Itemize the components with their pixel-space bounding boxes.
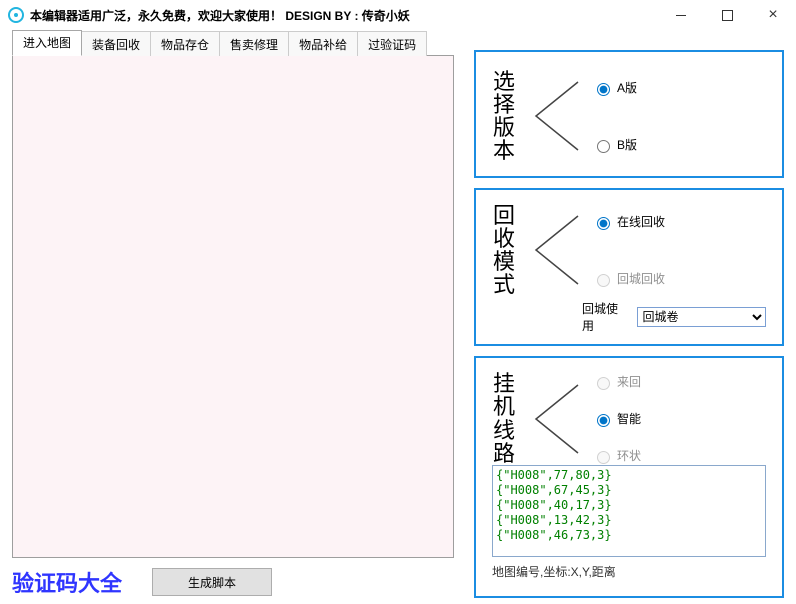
panel-version-title: 选择版本 [492,70,516,162]
generate-script-button[interactable]: 生成脚本 [152,568,272,596]
maximize-button[interactable] [704,0,750,30]
tab-2[interactable]: 物品存仓 [150,31,220,56]
recycle-select-row: 回城使用 回城卷 [492,296,766,334]
route-option-2: 环状 [592,447,641,464]
version-radio-0[interactable] [597,83,610,96]
right-column: 选择版本 A版 B版 回收模式 在线回收回城回收 回城使用 回城卷 [474,30,784,598]
panel-route: 挂机线路 来回智能环状 {"H008",77,80,3} {"H008",67,… [474,356,784,598]
tab-5[interactable]: 过验证码 [357,31,427,56]
version-label-0: A版 [617,79,637,96]
route-radio-group: 来回智能环状 [592,373,641,464]
version-label-1: B版 [617,136,637,153]
recycle-option-1: 回城回收 [592,270,665,287]
recycle-select-label: 回城使用 [582,300,629,334]
less-than-icon [526,379,582,459]
less-than-icon [526,76,582,156]
less-than-icon [526,210,582,290]
route-radio-1[interactable] [597,414,610,427]
window-title: 本编辑器适用广泛，永久免费，欢迎大家使用！ DESIGN BY : 传奇小妖 [30,7,410,24]
version-radio-group: A版 B版 [592,79,637,153]
recycle-radio-group: 在线回收回城回收 [592,213,665,287]
window-controls: × [658,0,796,30]
left-column: 进入地图装备回收物品存仓售卖修理物品补给过验证码 验证码大全 生成脚本 [12,30,454,598]
titlebar: 本编辑器适用广泛，永久免费，欢迎大家使用！ DESIGN BY : 传奇小妖 × [0,0,796,30]
recycle-label-0: 在线回收 [617,213,665,230]
panel-recycle-title: 回收模式 [492,204,516,296]
version-radio-1[interactable] [597,140,610,153]
recycle-radio-1 [597,274,610,287]
recycle-select[interactable]: 回城卷 [637,307,766,327]
minimize-button[interactable] [658,0,704,30]
coords-hint: 地图编号,坐标:X,Y,距离 [492,563,766,580]
route-label-1: 智能 [617,410,641,427]
recycle-label-1: 回城回收 [617,270,665,287]
panel-route-title: 挂机线路 [492,372,516,464]
route-label-2: 环状 [617,447,641,464]
tab-bar: 进入地图装备回收物品存仓售卖修理物品补给过验证码 [12,30,454,55]
coords-textarea[interactable]: {"H008",77,80,3} {"H008",67,45,3} {"H008… [492,465,766,557]
tab-4[interactable]: 物品补给 [288,31,358,56]
route-option-0: 来回 [592,373,641,390]
recycle-radio-0[interactable] [597,217,610,230]
route-option-1[interactable]: 智能 [592,410,641,427]
tab-1[interactable]: 装备回收 [81,31,151,56]
editor-area[interactable] [12,55,454,558]
panel-recycle: 回收模式 在线回收回城回收 回城使用 回城卷 [474,188,784,346]
app-icon [8,7,24,23]
panel-version: 选择版本 A版 B版 [474,50,784,178]
route-radio-0 [597,377,610,390]
tab-3[interactable]: 售卖修理 [219,31,289,56]
close-button[interactable]: × [750,0,796,30]
left-footer: 验证码大全 生成脚本 [12,558,454,598]
tab-0[interactable]: 进入地图 [12,30,82,56]
route-radio-2 [597,451,610,464]
version-option-1[interactable]: B版 [592,136,637,153]
version-option-0[interactable]: A版 [592,79,637,96]
verify-code-label: 验证码大全 [12,566,122,598]
route-label-0: 来回 [617,373,641,390]
recycle-option-0[interactable]: 在线回收 [592,213,665,230]
